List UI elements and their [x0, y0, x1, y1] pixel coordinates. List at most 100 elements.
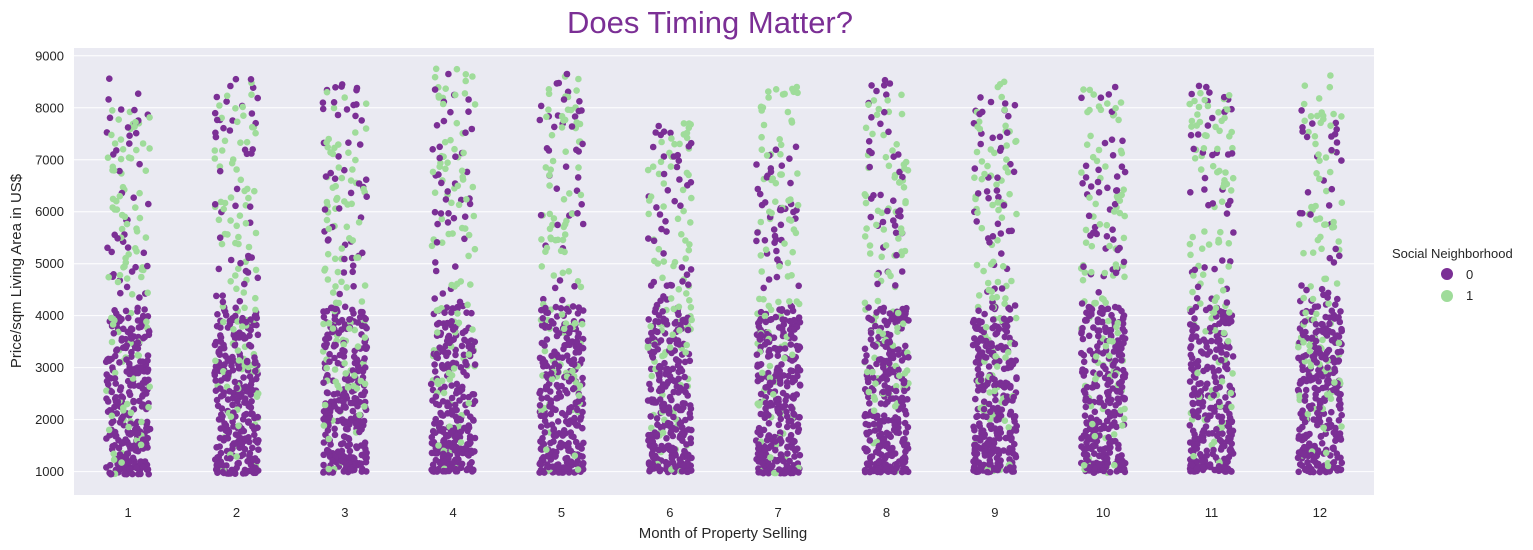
data-point-series-0 [1001, 100, 1009, 107]
data-point-series-0 [215, 265, 223, 273]
data-point-series-0 [894, 415, 902, 423]
data-point-series-0 [1080, 263, 1087, 271]
data-point-series-0 [1191, 315, 1198, 322]
data-point-series-0 [453, 432, 461, 439]
data-point-series-0 [461, 235, 468, 243]
data-point-series-0 [895, 151, 902, 158]
data-point-series-1 [543, 113, 550, 121]
data-point-series-0 [861, 345, 869, 353]
data-point-series-0 [237, 440, 244, 448]
data-point-series-0 [574, 174, 582, 181]
data-point-series-0 [112, 380, 119, 387]
data-point-series-0 [1003, 129, 1011, 136]
data-point-series-0 [1110, 236, 1117, 243]
data-point-series-0 [998, 285, 1006, 292]
data-point-series-0 [1330, 444, 1337, 452]
data-point-series-0 [796, 382, 804, 389]
data-point-series-0 [649, 334, 656, 342]
data-point-series-1 [352, 129, 359, 136]
data-point-series-0 [877, 305, 884, 313]
data-point-series-0 [347, 399, 355, 407]
data-point-series-0 [1121, 328, 1128, 335]
data-point-series-1 [889, 147, 896, 154]
data-point-series-0 [977, 335, 984, 342]
data-point-series-0 [543, 362, 551, 370]
data-point-series-0 [344, 442, 352, 450]
data-point-series-0 [665, 367, 673, 375]
data-point-series-0 [753, 351, 761, 359]
data-point-series-0 [352, 112, 359, 120]
data-point-series-0 [1111, 83, 1119, 91]
data-point-series-0 [220, 462, 227, 469]
data-point-series-1 [325, 435, 333, 443]
data-point-series-0 [141, 306, 148, 313]
data-point-series-0 [1010, 168, 1018, 176]
data-point-series-1 [550, 215, 558, 222]
data-point-series-0 [876, 419, 883, 427]
data-point-series-0 [346, 447, 354, 455]
data-point-series-1 [1219, 287, 1227, 294]
data-point-series-0 [656, 396, 664, 403]
data-point-series-0 [434, 220, 441, 228]
data-point-series-1 [1003, 156, 1010, 163]
data-point-series-0 [327, 304, 335, 312]
data-point-series-1 [431, 189, 439, 196]
data-point-series-1 [136, 189, 143, 197]
data-point-series-0 [774, 352, 782, 360]
data-point-series-0 [1224, 365, 1231, 373]
data-point-series-0 [884, 339, 891, 346]
data-point-series-0 [232, 304, 239, 312]
data-point-series-1 [1092, 200, 1099, 208]
data-point-series-0 [570, 384, 578, 392]
data-point-series-0 [654, 463, 661, 471]
data-point-series-1 [1121, 273, 1128, 281]
data-point-series-1 [1199, 271, 1207, 279]
data-point-series-1 [671, 140, 678, 148]
data-point-series-1 [680, 207, 687, 215]
data-point-series-1 [245, 194, 252, 202]
data-point-series-0 [214, 311, 221, 318]
data-point-series-0 [882, 442, 890, 450]
data-point-series-0 [558, 409, 566, 417]
data-point-series-0 [1103, 455, 1111, 462]
data-point-series-0 [1296, 209, 1304, 217]
data-point-series-1 [538, 236, 545, 243]
data-point-series-1 [1083, 141, 1091, 148]
data-point-series-0 [1095, 289, 1102, 296]
data-point-series-0 [122, 436, 129, 443]
data-point-series-0 [1332, 301, 1339, 309]
data-point-series-0 [1316, 404, 1323, 412]
data-point-series-0 [553, 80, 561, 87]
data-point-series-0 [989, 375, 996, 382]
data-point-series-0 [358, 117, 366, 124]
data-point-series-1 [1105, 317, 1112, 325]
data-point-series-0 [996, 133, 1004, 141]
data-point-series-1 [644, 344, 652, 351]
data-point-series-0 [1097, 425, 1105, 433]
data-point-series-0 [126, 132, 133, 139]
data-point-series-0 [1187, 189, 1194, 196]
data-point-series-0 [235, 365, 243, 372]
data-point-series-0 [649, 460, 657, 468]
data-point-series-0 [443, 352, 450, 360]
data-point-series-1 [679, 186, 687, 194]
data-point-series-1 [1084, 108, 1091, 116]
data-point-series-0 [555, 469, 563, 476]
data-point-series-0 [779, 389, 787, 397]
data-point-series-0 [772, 146, 780, 153]
data-point-series-0 [212, 387, 220, 395]
data-point-series-1 [329, 325, 337, 332]
data-point-series-1 [575, 164, 582, 171]
data-point-series-1 [879, 330, 887, 338]
data-point-series-0 [1094, 343, 1101, 350]
data-point-series-1 [861, 191, 869, 198]
data-point-series-1 [1002, 164, 1009, 171]
data-point-series-1 [568, 210, 576, 217]
data-point-series-1 [132, 204, 139, 211]
data-point-series-0 [251, 431, 258, 439]
data-point-series-1 [444, 159, 451, 166]
data-point-series-0 [545, 323, 553, 331]
data-point-series-0 [1186, 422, 1194, 429]
data-point-series-0 [1204, 416, 1211, 423]
data-point-series-0 [650, 278, 658, 286]
